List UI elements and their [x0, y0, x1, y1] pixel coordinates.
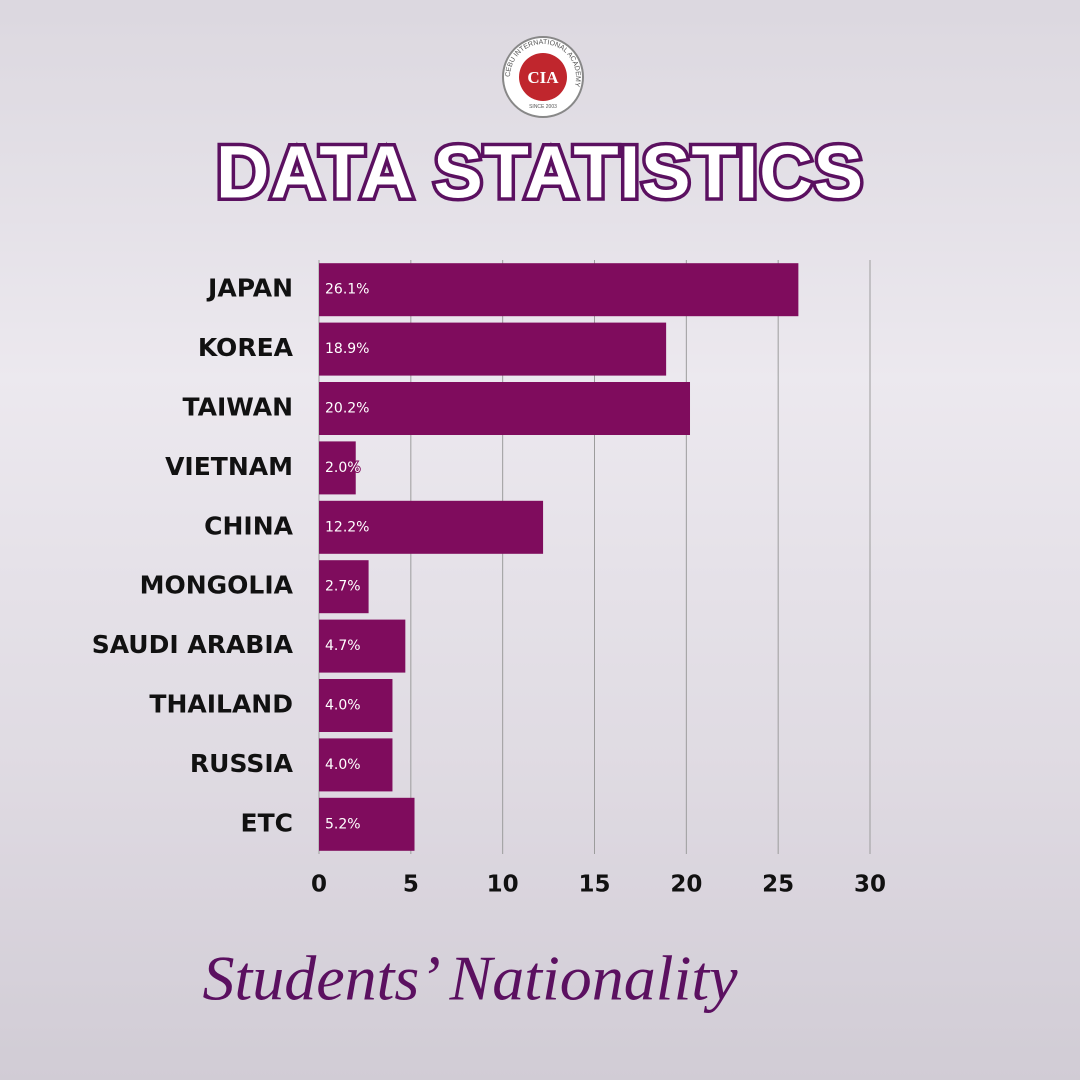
category-label: SAUDI ARABIA [92, 630, 294, 659]
category-label: MONGOLIA [140, 571, 294, 600]
x-tick-label: 10 [487, 872, 519, 898]
logo-core [519, 53, 567, 101]
value-label: 4.0% [325, 757, 361, 773]
bar [319, 382, 691, 435]
bar [319, 263, 799, 317]
x-tick-label: 25 [762, 872, 794, 898]
bar [319, 441, 356, 495]
bar [319, 560, 369, 614]
value-label: 20.2% [325, 401, 369, 417]
category-label: JAPAN [206, 274, 293, 303]
bar [319, 322, 667, 376]
value-label: 18.9% [325, 341, 369, 357]
logo-since: SINCE 2003 [529, 104, 557, 110]
value-label: 26.1% [325, 282, 369, 298]
category-label: KOREA [198, 333, 294, 362]
value-label: 12.2% [325, 519, 369, 535]
x-tick-label: 0 [311, 872, 327, 898]
bar [319, 679, 393, 732]
category-label: RUSSIA [190, 749, 294, 778]
bar [319, 500, 544, 554]
bar [319, 619, 406, 673]
category-label: ETC [241, 808, 293, 837]
chart-title: DATA STATISTICS [216, 131, 864, 214]
chart-subtitle: Students’ Nationality [202, 943, 738, 1014]
logo-text: CIA [527, 68, 559, 87]
bar [319, 738, 393, 792]
category-label: TAIWAN [183, 393, 294, 422]
logo: CIA CEBU INTERNATIONAL ACADEMY SINCE 200… [502, 36, 584, 118]
category-label: THAILAND [149, 690, 293, 719]
category-label: VIETNAM [165, 452, 293, 481]
value-label: 5.2% [325, 816, 361, 832]
bar [319, 797, 415, 851]
x-tick-label: 30 [854, 872, 886, 898]
value-label: 4.0% [325, 698, 361, 714]
x-tick-label: 5 [403, 872, 419, 898]
value-label: 2.7% [325, 579, 361, 595]
value-label: 2.0% [325, 460, 361, 476]
x-tick-label: 15 [578, 872, 610, 898]
x-tick-label: 20 [670, 872, 702, 898]
value-label: 4.7% [325, 638, 361, 654]
category-label: CHINA [204, 511, 293, 540]
